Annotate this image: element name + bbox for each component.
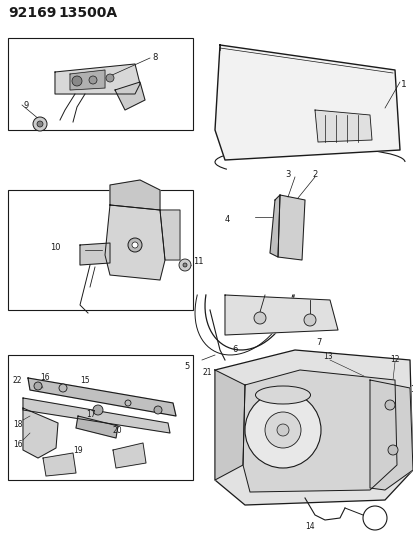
Polygon shape	[214, 370, 244, 480]
Polygon shape	[277, 195, 304, 260]
Polygon shape	[159, 210, 180, 260]
Text: 19: 19	[73, 446, 83, 455]
Polygon shape	[214, 45, 399, 160]
Ellipse shape	[255, 386, 310, 404]
Text: 9: 9	[24, 101, 29, 109]
Circle shape	[37, 121, 43, 127]
Circle shape	[276, 424, 288, 436]
Circle shape	[93, 405, 103, 415]
Text: 2: 2	[312, 170, 317, 179]
Circle shape	[387, 445, 397, 455]
Circle shape	[89, 76, 97, 84]
Text: 15: 15	[80, 376, 89, 385]
Circle shape	[132, 242, 138, 248]
Text: 12: 12	[389, 355, 399, 364]
Polygon shape	[23, 398, 170, 433]
Text: 10: 10	[409, 385, 413, 394]
Text: 92169: 92169	[8, 6, 56, 20]
Text: 16: 16	[13, 440, 23, 449]
Polygon shape	[269, 195, 279, 257]
Polygon shape	[113, 443, 146, 468]
Text: 11: 11	[192, 257, 203, 266]
Text: 13500A: 13500A	[58, 6, 117, 20]
Text: 10: 10	[50, 244, 60, 253]
Circle shape	[384, 400, 394, 410]
Bar	[8, 355, 192, 480]
Text: 7: 7	[315, 338, 320, 347]
Polygon shape	[76, 416, 118, 438]
Circle shape	[34, 382, 42, 390]
Polygon shape	[115, 82, 145, 110]
Text: 22: 22	[13, 376, 22, 385]
Polygon shape	[80, 243, 110, 265]
Polygon shape	[28, 378, 176, 416]
Circle shape	[72, 76, 82, 86]
Text: 21: 21	[202, 368, 212, 377]
Polygon shape	[23, 408, 58, 458]
Polygon shape	[224, 295, 337, 335]
Bar	[8, 190, 192, 310]
Text: 18: 18	[13, 420, 22, 429]
Text: 13: 13	[322, 352, 332, 361]
Polygon shape	[242, 370, 396, 492]
Text: 20: 20	[113, 426, 122, 435]
Polygon shape	[110, 180, 159, 210]
Circle shape	[106, 74, 114, 82]
Text: 4: 4	[224, 215, 230, 224]
Circle shape	[244, 392, 320, 468]
Text: 16: 16	[40, 373, 50, 382]
Text: 17: 17	[86, 410, 95, 419]
Polygon shape	[43, 453, 76, 476]
Circle shape	[33, 117, 47, 131]
Circle shape	[264, 412, 300, 448]
Text: 5: 5	[184, 362, 190, 371]
Circle shape	[154, 406, 161, 414]
Text: 8: 8	[152, 53, 157, 62]
Polygon shape	[314, 110, 371, 142]
Polygon shape	[55, 64, 140, 94]
Text: 6: 6	[231, 345, 237, 354]
Circle shape	[125, 400, 131, 406]
Circle shape	[59, 384, 67, 392]
Bar	[8, 38, 192, 130]
Text: 1: 1	[400, 80, 406, 89]
Circle shape	[128, 238, 142, 252]
Polygon shape	[70, 70, 105, 90]
Circle shape	[183, 263, 187, 267]
Circle shape	[178, 259, 190, 271]
Text: 14: 14	[304, 522, 314, 531]
Polygon shape	[369, 380, 412, 490]
Circle shape	[254, 312, 266, 324]
Polygon shape	[105, 205, 165, 280]
Polygon shape	[214, 350, 412, 505]
Circle shape	[303, 314, 315, 326]
Text: 3: 3	[285, 170, 290, 179]
